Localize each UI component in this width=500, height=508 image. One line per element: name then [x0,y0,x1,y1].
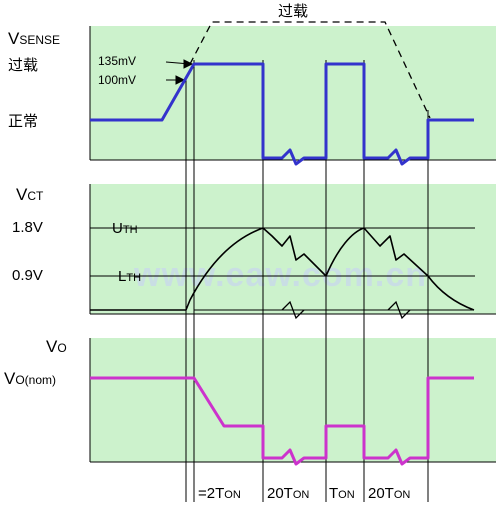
sense-trace [90,62,474,166]
level-100-label: 100mV [98,73,136,87]
ct-level-low: 0.9V [12,267,43,284]
out-trace [90,376,474,466]
level-135-label: 135mV [98,54,136,68]
out-title: VO [46,337,67,356]
timing-label-3: TON [329,485,355,502]
uth-label: UTH [112,220,138,237]
lth-label: LTH [118,268,141,285]
sense-normal-label: 正常 [8,112,38,130]
sense-title: VSENSE [8,29,60,48]
watermark-text: www.eaw.com.cn [133,256,427,294]
ct-title: VCT [16,185,44,204]
sense-overload-label: 过载 [8,56,38,74]
out-panel-bg [90,338,496,462]
arrow-135-head [183,59,194,69]
ct-trace [90,227,475,311]
overload-top-label: 过载 [278,2,308,20]
overload-envelope [189,21,431,119]
sense-panel-bg [90,26,496,160]
level-arrows [165,59,194,85]
timing-label-1: =2TON [198,485,241,502]
timing-label-2: 20TON [267,485,309,502]
ct-level-high: 1.8V [12,219,43,236]
out-nom-label: VO(nom) [4,369,56,388]
arrow-100-head [175,75,186,85]
timing-label-4: 20TON [368,485,410,502]
